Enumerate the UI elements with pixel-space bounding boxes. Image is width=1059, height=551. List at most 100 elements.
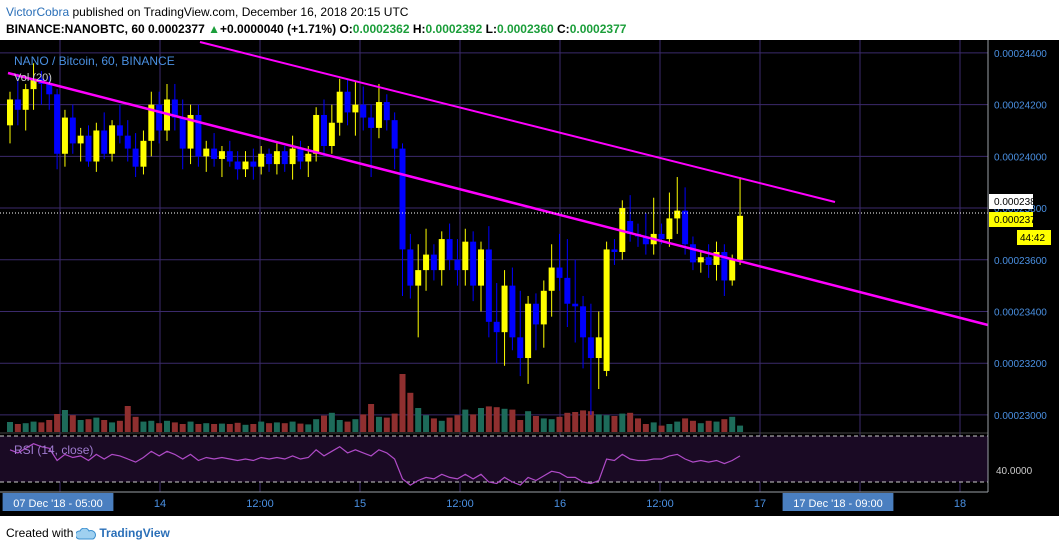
candle[interactable]: [93, 122, 100, 172]
candle[interactable]: [132, 133, 139, 178]
candle[interactable]: [438, 231, 445, 286]
candle[interactable]: [407, 233, 414, 299]
candle[interactable]: [556, 233, 563, 291]
candle[interactable]: [603, 241, 610, 377]
candle[interactable]: [721, 244, 728, 296]
candlesticks[interactable]: [7, 63, 744, 415]
candle[interactable]: [266, 148, 273, 172]
candle[interactable]: [737, 177, 744, 265]
candle[interactable]: [187, 104, 194, 165]
candle[interactable]: [375, 83, 382, 139]
author-name[interactable]: VictorCobra: [6, 5, 70, 19]
candle[interactable]: [328, 104, 335, 154]
close-label: C:: [557, 22, 570, 36]
candle[interactable]: [109, 120, 116, 162]
candle[interactable]: [446, 223, 453, 271]
candle[interactable]: [352, 81, 359, 136]
candle[interactable]: [642, 213, 649, 255]
candle[interactable]: [674, 177, 681, 234]
candle[interactable]: [54, 89, 61, 170]
candle[interactable]: [124, 120, 131, 162]
candle[interactable]: [470, 231, 477, 302]
upper-trendline[interactable]: [199, 41, 836, 203]
candle[interactable]: [532, 293, 539, 351]
candle-body: [485, 249, 492, 322]
candle[interactable]: [234, 151, 241, 180]
candle[interactable]: [61, 109, 68, 167]
candle[interactable]: [415, 244, 422, 338]
candle[interactable]: [321, 99, 327, 157]
candle[interactable]: [564, 239, 571, 327]
candle[interactable]: [203, 140, 210, 172]
candle[interactable]: [580, 295, 587, 369]
candle[interactable]: [69, 104, 76, 154]
candle[interactable]: [705, 244, 712, 278]
candle[interactable]: [195, 104, 202, 167]
candle[interactable]: [273, 143, 280, 175]
candle[interactable]: [140, 130, 147, 175]
candle[interactable]: [22, 83, 29, 131]
candle[interactable]: [297, 140, 304, 170]
candle[interactable]: [289, 135, 296, 180]
candle[interactable]: [250, 148, 257, 180]
candle[interactable]: [430, 244, 437, 281]
candle[interactable]: [344, 78, 351, 126]
candle[interactable]: [336, 78, 343, 136]
candle[interactable]: [179, 99, 186, 170]
candle-body: [737, 215, 744, 260]
candle[interactable]: [540, 280, 547, 348]
candle[interactable]: [391, 112, 398, 170]
candle[interactable]: [611, 239, 618, 265]
candle[interactable]: [525, 295, 532, 384]
candle[interactable]: [462, 228, 469, 286]
candle[interactable]: [399, 143, 406, 296]
volume-bar: [360, 414, 367, 432]
candle[interactable]: [46, 76, 53, 110]
candle[interactable]: [517, 290, 524, 377]
candle[interactable]: [713, 241, 720, 281]
candle[interactable]: [666, 192, 673, 247]
candle[interactable]: [156, 91, 163, 144]
candle[interactable]: [509, 267, 516, 351]
candle[interactable]: [226, 140, 233, 167]
candle[interactable]: [697, 252, 704, 273]
candle[interactable]: [148, 91, 155, 157]
candle[interactable]: [423, 228, 430, 291]
candle[interactable]: [218, 146, 225, 178]
candle-body: [187, 114, 194, 149]
candle[interactable]: [281, 146, 288, 172]
candle[interactable]: [85, 125, 92, 167]
tradingview-brand[interactable]: TradingView: [99, 526, 170, 540]
candle[interactable]: [14, 73, 21, 126]
candle[interactable]: [101, 112, 108, 159]
candle[interactable]: [116, 104, 123, 144]
candle[interactable]: [493, 283, 500, 364]
candle[interactable]: [211, 133, 218, 167]
price-axis-panel[interactable]: [988, 40, 1059, 516]
candle[interactable]: [454, 239, 461, 286]
candle[interactable]: [360, 86, 367, 131]
candle[interactable]: [258, 146, 265, 175]
candle[interactable]: [689, 236, 696, 271]
candle[interactable]: [242, 151, 249, 178]
candle[interactable]: [548, 244, 555, 317]
candle[interactable]: [30, 63, 37, 110]
volume-bar: [218, 423, 225, 432]
candle[interactable]: [368, 104, 375, 178]
candle[interactable]: [682, 187, 689, 255]
candle[interactable]: [485, 226, 492, 338]
candle[interactable]: [171, 83, 178, 131]
lower-trendline[interactable]: [7, 71, 989, 327]
trading-chart[interactable]: 0.00024400 0.00024200 0.00024000 0.00023800…: [0, 40, 1059, 516]
candle[interactable]: [7, 91, 13, 144]
candle[interactable]: [595, 311, 602, 390]
candle[interactable]: [478, 241, 484, 312]
candle-body: [368, 117, 375, 128]
candle[interactable]: [77, 127, 84, 162]
candle[interactable]: [501, 270, 508, 366]
volume-bar: [713, 421, 720, 432]
candle[interactable]: [587, 303, 594, 415]
volume-bar: [595, 414, 602, 432]
candle[interactable]: [383, 94, 390, 131]
candle[interactable]: [572, 259, 579, 343]
